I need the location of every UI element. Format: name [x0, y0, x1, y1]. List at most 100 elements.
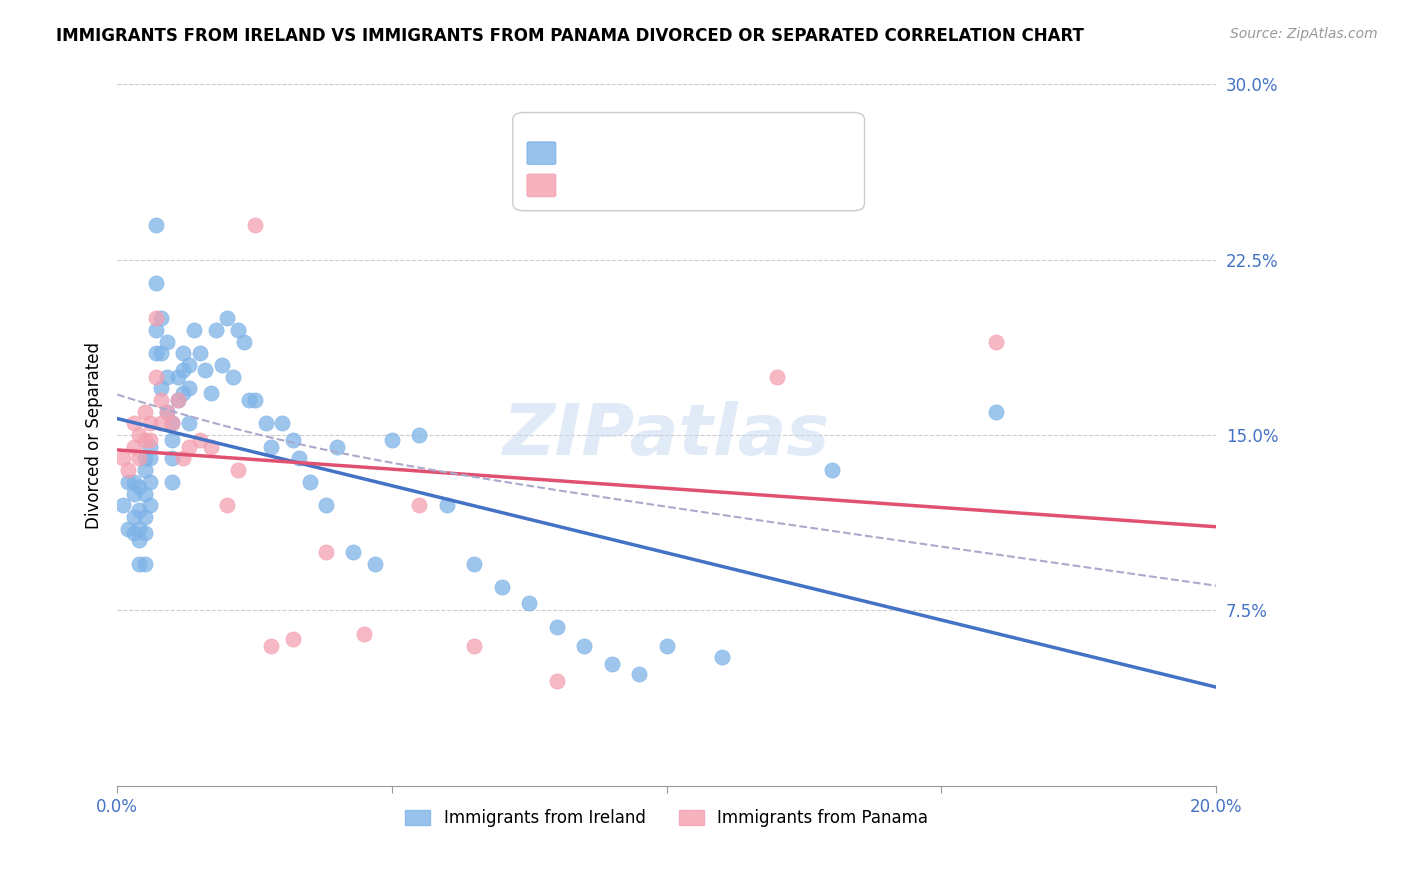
Point	[160, 417, 183, 431]
Point	[436, 498, 458, 512]
Text: N =: N =	[661, 142, 693, 160]
Point	[517, 596, 540, 610]
Point	[710, 650, 733, 665]
Point	[260, 639, 283, 653]
Text: R =: R =	[546, 142, 582, 160]
Point	[574, 639, 596, 653]
Point	[156, 369, 179, 384]
Point	[463, 557, 485, 571]
Point	[765, 369, 787, 384]
Legend: Immigrants from Ireland, Immigrants from Panama: Immigrants from Ireland, Immigrants from…	[398, 802, 935, 833]
Point	[150, 392, 173, 407]
Point	[232, 334, 254, 349]
Point	[172, 451, 194, 466]
Point	[134, 510, 156, 524]
Point	[315, 545, 337, 559]
Point	[353, 627, 375, 641]
Point	[172, 362, 194, 376]
Point	[315, 498, 337, 512]
Point	[183, 323, 205, 337]
Point	[160, 433, 183, 447]
Text: Source: ZipAtlas.com: Source: ZipAtlas.com	[1230, 27, 1378, 41]
Point	[271, 417, 294, 431]
Point	[200, 386, 222, 401]
Point	[128, 451, 150, 466]
Point	[217, 498, 239, 512]
Text: IMMIGRANTS FROM IRELAND VS IMMIGRANTS FROM PANAMA DIVORCED OR SEPARATED CORRELAT: IMMIGRANTS FROM IRELAND VS IMMIGRANTS FR…	[56, 27, 1084, 45]
Text: 80: 80	[706, 142, 728, 160]
Point	[156, 405, 179, 419]
Point	[139, 451, 162, 466]
Point	[177, 440, 200, 454]
Point	[160, 417, 183, 431]
Point	[177, 358, 200, 372]
Point	[166, 369, 188, 384]
Point	[326, 440, 349, 454]
Point	[820, 463, 842, 477]
Text: 0.209: 0.209	[595, 174, 648, 192]
Point	[243, 218, 266, 232]
Point	[342, 545, 364, 559]
Point	[188, 346, 211, 360]
Point	[226, 463, 249, 477]
FancyBboxPatch shape	[527, 174, 555, 196]
Point	[122, 510, 145, 524]
FancyBboxPatch shape	[527, 142, 555, 164]
Point	[986, 405, 1008, 419]
Point	[160, 451, 183, 466]
Point	[139, 440, 162, 454]
Text: 33: 33	[706, 174, 728, 192]
Point	[408, 498, 430, 512]
Point	[628, 666, 651, 681]
Point	[139, 433, 162, 447]
Point	[546, 673, 568, 688]
Point	[156, 334, 179, 349]
Point	[408, 428, 430, 442]
Point	[281, 433, 304, 447]
Point	[117, 522, 139, 536]
FancyBboxPatch shape	[513, 112, 865, 211]
Point	[221, 369, 243, 384]
Point	[128, 428, 150, 442]
Point	[205, 323, 228, 337]
Point	[177, 381, 200, 395]
Point	[281, 632, 304, 646]
Point	[145, 218, 167, 232]
Point	[145, 311, 167, 326]
Point	[122, 440, 145, 454]
Point	[211, 358, 233, 372]
Point	[145, 276, 167, 290]
Point	[139, 417, 162, 431]
Point	[117, 475, 139, 489]
Text: R =: R =	[546, 174, 582, 192]
Point	[122, 475, 145, 489]
Point	[122, 417, 145, 431]
Point	[150, 311, 173, 326]
Point	[546, 620, 568, 634]
Point	[600, 657, 623, 672]
Point	[145, 369, 167, 384]
Point	[150, 381, 173, 395]
Point	[128, 522, 150, 536]
Point	[298, 475, 321, 489]
Point	[491, 580, 513, 594]
Point	[111, 451, 134, 466]
Point	[287, 451, 309, 466]
Point	[166, 392, 188, 407]
Text: 0.170: 0.170	[595, 142, 648, 160]
Point	[134, 557, 156, 571]
Point	[150, 346, 173, 360]
Point	[381, 433, 404, 447]
Point	[172, 346, 194, 360]
Point	[260, 440, 283, 454]
Point	[463, 639, 485, 653]
Point	[254, 417, 277, 431]
Point	[145, 323, 167, 337]
Point	[134, 526, 156, 541]
Point	[122, 486, 145, 500]
Point	[986, 334, 1008, 349]
Point	[134, 433, 156, 447]
Point	[188, 433, 211, 447]
Point	[177, 417, 200, 431]
Point	[134, 405, 156, 419]
